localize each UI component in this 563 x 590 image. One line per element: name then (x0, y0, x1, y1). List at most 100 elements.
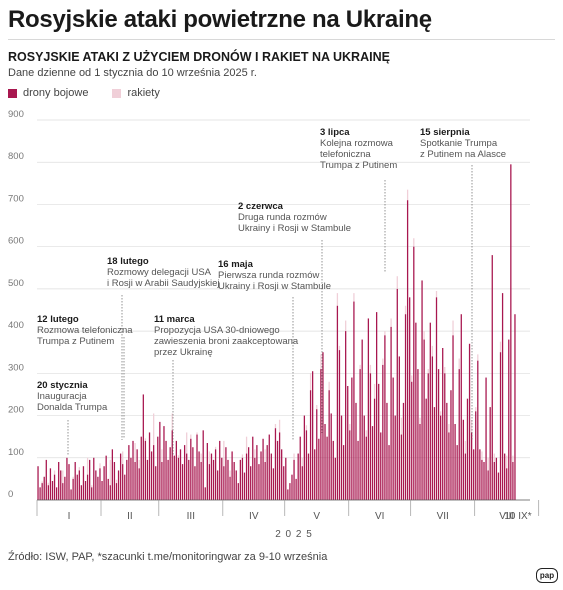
bar-drones (433, 407, 436, 500)
bar-drones (239, 459, 242, 500)
month-label: V (313, 511, 320, 522)
bar-missiles (345, 320, 347, 332)
bar-drones (49, 468, 52, 500)
bar-drones (84, 481, 87, 500)
bar-drones (359, 369, 361, 500)
bar-drones (485, 377, 487, 500)
annotation-text: z Putinem na Alasce (420, 149, 506, 160)
bar-missiles (309, 373, 312, 391)
bar-drones (181, 464, 184, 500)
annotation-text: Ukrainy i Rosji w Stambule (218, 281, 331, 292)
bar-drones (82, 466, 85, 500)
bar-missiles (245, 436, 248, 454)
bar-drones (115, 483, 118, 500)
bar-drones (144, 440, 147, 500)
bar-drones (93, 457, 95, 500)
bar-drones (204, 487, 206, 500)
bar-drones (258, 464, 260, 500)
bar-drones (206, 443, 208, 500)
bar-drones (146, 459, 149, 500)
bar-drones (210, 453, 213, 500)
bar-drones (235, 470, 237, 500)
bar-drones (72, 478, 74, 500)
bar-drones (448, 432, 450, 500)
bar-drones (198, 451, 200, 500)
bar-drones (314, 449, 316, 500)
bar-drones (212, 459, 215, 500)
bar-drones (264, 462, 266, 500)
bar-drones (336, 305, 339, 500)
bar-drones (132, 440, 134, 500)
bar-missiles (62, 470, 64, 484)
annotation-text: przez Ukrainę (154, 347, 213, 358)
bar-drones (320, 369, 322, 500)
month-label: I (68, 511, 71, 522)
annotation-text: Inauguracja (37, 391, 87, 402)
bar-drones (214, 449, 217, 500)
bar-drones (355, 402, 357, 500)
bar-missiles (406, 189, 409, 201)
bar-missiles (177, 455, 180, 458)
y-tick-label: 900 (8, 109, 24, 120)
bar-missiles (196, 432, 198, 435)
bar-drones (177, 457, 180, 500)
bar-drones (303, 415, 306, 500)
annotation-title: 20 stycznia (37, 380, 88, 391)
annotation-text: Kolejna rozmowa (320, 138, 394, 149)
bar-drones (367, 318, 370, 500)
bar-missiles (349, 424, 351, 431)
bar-drones (464, 453, 467, 500)
bar-drones (495, 457, 498, 500)
bar-drones (237, 483, 239, 500)
bar-missiles (47, 482, 49, 486)
bar-drones (124, 474, 126, 500)
y-tick-label: 600 (8, 236, 24, 247)
bar-drones (406, 200, 409, 500)
bar-drones (169, 447, 171, 500)
bar-drones (427, 373, 429, 500)
bar-drones (150, 451, 153, 500)
bar-drones (202, 430, 204, 500)
bar-missiles (373, 383, 376, 399)
bar-missiles (411, 375, 413, 382)
bar-drones (225, 447, 227, 500)
bar-drones (119, 453, 122, 500)
bar-drones (440, 415, 442, 500)
bar-drones (347, 386, 349, 500)
bar-drones (148, 432, 151, 500)
bar-drones (217, 470, 219, 500)
bar-missiles (336, 293, 339, 306)
bar-missiles (190, 434, 192, 439)
bar-drones (504, 453, 506, 500)
bar-missiles (481, 451, 483, 460)
bar-drones (338, 350, 341, 500)
y-tick-label: 700 (8, 193, 24, 204)
bar-missiles (305, 425, 308, 431)
bar-drones (227, 459, 229, 500)
annotation-text: Rozmowa telefoniczna (37, 325, 133, 336)
bar-drones (243, 472, 246, 500)
bar-missiles (254, 449, 256, 458)
bar-drones (113, 462, 116, 500)
bar-drones (305, 430, 308, 500)
bar-drones (473, 449, 475, 500)
bar-drones (493, 462, 495, 500)
bar-drones (254, 457, 256, 500)
bar-drones (283, 466, 285, 500)
bar-drones (165, 440, 167, 500)
bar-missiles (264, 449, 266, 462)
bar-missiles (208, 451, 211, 465)
bar-drones (171, 430, 173, 500)
bar-drones (402, 402, 405, 500)
bar-missiles (78, 467, 80, 471)
bar-drones (508, 339, 510, 500)
bar-drones (39, 487, 41, 500)
x-axis-year-label: 2 0 2 5 (275, 529, 313, 540)
bar-missiles (440, 411, 442, 416)
bar-missiles (458, 358, 460, 370)
bar-drones (95, 470, 97, 500)
bar-drones (233, 462, 235, 500)
bar-drones (122, 464, 124, 500)
chart-note: Dane dzienne od 1 stycznia do 10 wrześni… (8, 67, 257, 79)
bar-drones (353, 301, 355, 500)
